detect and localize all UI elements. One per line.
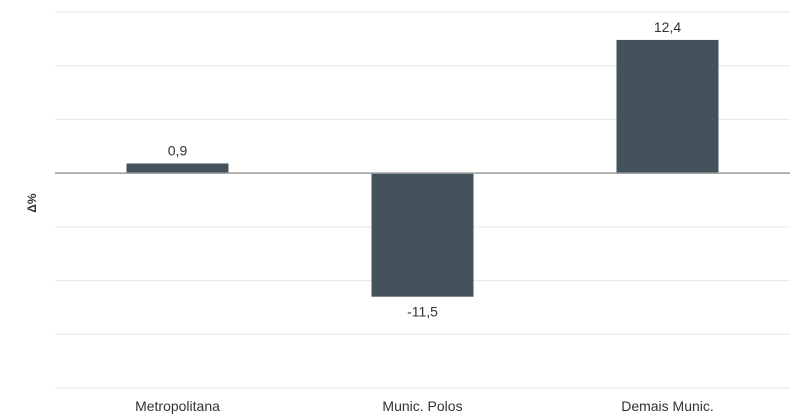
x-axis-ticks: Metropolitana Munic. Polos Demais Munic. <box>135 398 714 414</box>
bar <box>616 39 719 174</box>
data-labels: 0,9 -11,5 12,4 <box>168 19 682 320</box>
bars <box>126 39 719 297</box>
x-tick-label: Munic. Polos <box>382 398 462 414</box>
data-label: 12,4 <box>654 19 681 35</box>
y-axis-label: Δ% <box>25 193 39 213</box>
bar <box>371 173 474 297</box>
data-label: -11,5 <box>407 304 438 320</box>
x-tick-label: Demais Munic. <box>621 398 714 414</box>
bar <box>126 163 229 174</box>
x-tick-label: Metropolitana <box>135 398 220 414</box>
data-label: 0,9 <box>168 142 188 158</box>
